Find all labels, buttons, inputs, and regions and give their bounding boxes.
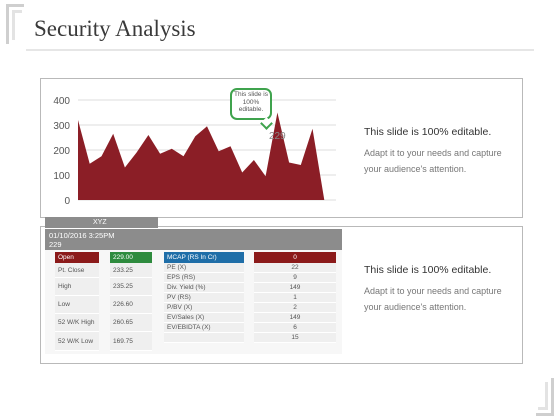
table-cell: 260.65 <box>110 314 152 332</box>
table-cell: Low <box>55 296 99 314</box>
table-description: This slide is 100% editable. Adapt it to… <box>364 264 514 315</box>
chart-description: This slide is 100% editable. Adapt it to… <box>364 126 514 177</box>
table-cell: 52 W/K Low <box>55 332 99 351</box>
table-cell: 235.25 <box>110 278 152 296</box>
table-cell: EV/Sales (X) <box>164 313 244 323</box>
table-cell: 149 <box>254 283 336 293</box>
corner-bracket-top-left <box>6 4 24 44</box>
slide-title: Security Analysis <box>34 16 196 41</box>
table-cell: Open <box>55 252 99 263</box>
quote-datetime: 01/10/2016 3:25PM <box>49 231 115 240</box>
quote-price: 229 <box>49 240 62 249</box>
chart-description-heading: This slide is 100% editable. <box>364 126 492 138</box>
table-description-heading: This slide is 100% editable. <box>364 264 492 276</box>
corner-bracket-bottom-right <box>536 378 554 416</box>
table-cell: 22 <box>254 263 336 273</box>
table-cell: 169.75 <box>110 332 152 351</box>
table-cell: PE (X) <box>164 263 244 273</box>
table-cell: Pt. Close <box>55 263 99 278</box>
table-cell: 6 <box>254 323 336 333</box>
table-cell: P/BV (X) <box>164 303 244 313</box>
table-cell: MCAP (RS In Cr) <box>164 252 244 263</box>
price-values-column: 229.00 233.25 235.25 226.60 260.65 169.7… <box>110 252 152 351</box>
y-tick-label: 300 <box>53 121 70 132</box>
table-cell: 9 <box>254 273 336 283</box>
y-tick-label: 0 <box>64 196 70 207</box>
table-cell: 229.00 <box>110 252 152 263</box>
table-cell: PV (RS) <box>164 293 244 303</box>
chart-y-ticks: 0 100 200 300 400 <box>53 96 70 207</box>
table-cell: 52 W/K High <box>55 314 99 332</box>
security-data-table: Open Pt. Close High Low 52 W/K High 52 W… <box>45 250 342 354</box>
title-divider <box>26 49 534 51</box>
chart-callout: This slide is 100% editable. <box>230 88 272 120</box>
table-cell: Div. Yield (%) <box>164 283 244 293</box>
y-tick-label: 400 <box>53 96 70 107</box>
table-cell: 226.60 <box>110 296 152 314</box>
table-cell <box>164 333 244 343</box>
table-cell: 149 <box>254 313 336 323</box>
table-cell: EV/EBIDTA (X) <box>164 323 244 333</box>
table-cell: 2 <box>254 303 336 313</box>
price-labels-column: Open Pt. Close High Low 52 W/K High 52 W… <box>55 252 99 351</box>
ratio-values-column: 0 22 9 149 1 2 149 6 15 <box>254 252 336 343</box>
corner-bracket-bottom-right-inner <box>538 382 548 410</box>
table-cell: 0 <box>254 252 336 263</box>
y-tick-label: 100 <box>53 171 70 182</box>
chart-value-label: 229 <box>269 131 286 142</box>
chart-description-body: Adapt it to your needs and capture your … <box>364 148 502 174</box>
ratio-labels-column: MCAP (RS In Cr) PE (X) EPS (RS) Div. Yie… <box>164 252 244 343</box>
quote-header: 01/10/2016 3:25PM 229 <box>45 229 342 250</box>
y-tick-label: 200 <box>53 146 70 157</box>
table-cell: 233.25 <box>110 263 152 278</box>
table-cell: 1 <box>254 293 336 303</box>
chart-area-series <box>78 112 336 200</box>
corner-bracket-top-left-inner <box>12 10 22 40</box>
table-cell: 15 <box>254 333 336 343</box>
table-cell: High <box>55 278 99 296</box>
table-description-body: Adapt it to your needs and capture your … <box>364 286 502 312</box>
table-cell: EPS (RS) <box>164 273 244 283</box>
price-area-chart: 0 100 200 300 400 <box>53 96 336 207</box>
quote-symbol-tab: XYZ <box>45 217 158 228</box>
